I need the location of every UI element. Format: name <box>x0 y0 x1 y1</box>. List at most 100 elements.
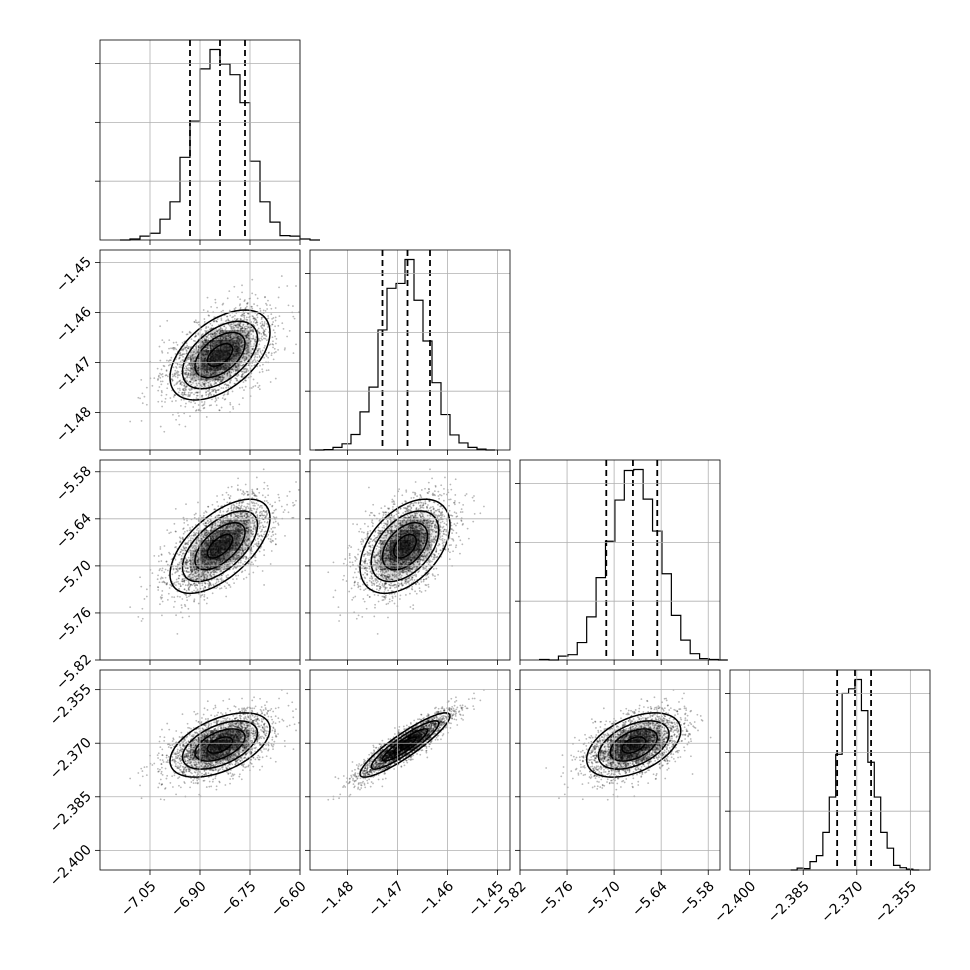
scatter-point <box>187 524 189 526</box>
scatter-point <box>267 299 269 302</box>
scatter-point <box>253 343 256 345</box>
scatter-point <box>186 374 189 377</box>
scatter-point <box>210 384 213 387</box>
scatter-point <box>189 552 192 555</box>
scatter-point <box>245 526 248 528</box>
scatter-point <box>190 383 193 386</box>
scatter-point <box>214 389 217 392</box>
scatter-point <box>286 495 289 497</box>
scatter-point <box>261 507 263 509</box>
scatter-point <box>257 347 260 350</box>
scatter-point <box>283 509 286 511</box>
scatter-point <box>195 362 198 365</box>
scatter-point <box>245 555 248 558</box>
scatter-point <box>244 523 247 526</box>
scatter-point <box>234 528 237 530</box>
scatter-point <box>194 372 197 375</box>
scatter-point <box>235 377 238 380</box>
scatter-point <box>215 378 218 380</box>
scatter-point <box>247 538 250 541</box>
scatter-point <box>262 333 265 335</box>
scatter-point <box>266 512 269 515</box>
scatter-point <box>274 543 277 546</box>
scatter-point <box>212 571 215 574</box>
scatter-point <box>159 596 162 599</box>
scatter-point <box>175 383 178 386</box>
scatter-point <box>220 520 223 523</box>
scatter-point <box>193 516 196 519</box>
scatter-point <box>207 539 210 542</box>
scatter-point <box>244 306 247 309</box>
scatter-point <box>192 563 195 566</box>
scatter-point <box>222 338 225 340</box>
scatter-point <box>205 378 208 381</box>
scatter-point <box>239 508 242 511</box>
scatter-point <box>261 323 264 325</box>
scatter-point <box>238 555 241 558</box>
scatter-point <box>260 316 263 319</box>
scatter-point <box>235 366 237 368</box>
scatter-point <box>181 552 184 555</box>
scatter-point <box>210 336 213 339</box>
scatter-point <box>230 323 233 326</box>
scatter-point <box>183 580 186 582</box>
scatter-point <box>188 330 191 333</box>
scatter-point <box>271 505 273 508</box>
scatter-point <box>193 584 196 587</box>
scatter-point <box>246 343 248 346</box>
scatter-point <box>214 561 217 564</box>
scatter-point <box>210 538 213 541</box>
scatter-point <box>194 534 197 536</box>
scatter-point <box>245 536 248 538</box>
scatter-point <box>239 338 241 341</box>
scatter-point <box>273 351 276 354</box>
scatter-point <box>171 347 174 350</box>
scatter-point <box>167 364 170 367</box>
scatter-point <box>268 351 270 354</box>
scatter-point <box>274 508 277 511</box>
scatter-point <box>255 351 257 354</box>
scatter-point <box>205 566 208 568</box>
scatter-point <box>251 550 253 553</box>
scatter-point <box>271 336 274 339</box>
scatter-point <box>243 492 246 495</box>
scatter-point <box>232 578 234 581</box>
scatter-point <box>241 370 244 373</box>
scatter-point <box>252 545 255 548</box>
scatter-point <box>214 508 217 511</box>
scatter-point <box>208 314 210 317</box>
scatter-point <box>224 337 227 340</box>
scatter-point <box>192 583 195 585</box>
scatter-point <box>261 528 263 531</box>
scatter-point <box>219 560 222 562</box>
scatter-point <box>205 531 208 534</box>
scatter-point <box>143 598 146 600</box>
scatter-point <box>193 380 195 382</box>
scatter-point <box>247 331 250 334</box>
scatter-point <box>189 528 192 531</box>
scatter-point <box>179 379 182 382</box>
scatter-point <box>252 338 255 340</box>
scatter-point <box>217 329 219 332</box>
scatter-point <box>302 334 304 336</box>
scatter-point <box>240 507 243 510</box>
scatter-point <box>246 520 249 522</box>
scatter-point <box>171 379 174 382</box>
scatter-point <box>188 549 191 552</box>
scatter-point <box>246 515 249 518</box>
scatter-point <box>230 507 233 510</box>
scatter-point <box>228 526 231 528</box>
scatter-point <box>183 367 186 370</box>
scatter-point <box>157 378 159 380</box>
density-cell <box>220 370 231 381</box>
scatter-point <box>245 358 248 361</box>
scatter-point <box>192 552 195 555</box>
scatter-point <box>244 569 247 572</box>
scatter-point <box>223 566 226 568</box>
scatter-point <box>251 491 254 494</box>
scatter-point <box>209 384 212 387</box>
scatter-point <box>185 560 188 563</box>
scatter-point <box>239 559 242 562</box>
scatter-point <box>195 587 197 589</box>
scatter-point <box>241 326 244 328</box>
